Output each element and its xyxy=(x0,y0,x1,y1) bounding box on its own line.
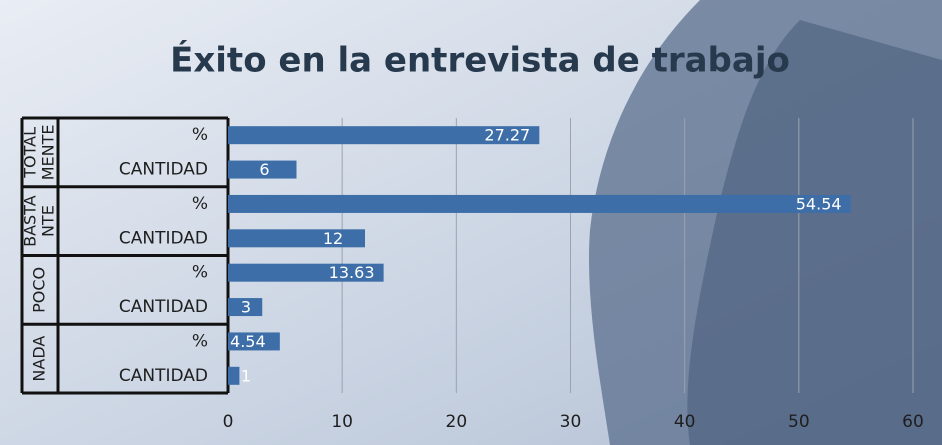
value-label: 3 xyxy=(241,298,251,317)
value-label: 54.54 xyxy=(796,194,842,213)
silhouette-shade xyxy=(687,20,942,445)
bar xyxy=(228,332,280,351)
bar xyxy=(228,298,263,317)
y-tick-label: CANTIDAD xyxy=(119,297,208,317)
group-label: POCO xyxy=(30,267,49,313)
x-tick-label: 50 xyxy=(788,412,810,432)
group-label: BASTA xyxy=(21,195,40,247)
x-tick-label: 60 xyxy=(902,412,924,432)
x-tick-label: 40 xyxy=(674,412,696,432)
x-tick-label: 10 xyxy=(331,412,353,432)
group-label: NADA xyxy=(30,336,49,382)
x-tick-label: 20 xyxy=(446,412,468,432)
y-tick-label: CANTIDAD xyxy=(119,366,208,386)
value-label: 27.27 xyxy=(484,126,530,145)
bar xyxy=(228,263,384,282)
value-label: 4.54 xyxy=(230,332,266,351)
y-tick-label: % xyxy=(192,263,208,283)
value-label: 13.63 xyxy=(329,263,375,282)
bar xyxy=(228,229,365,248)
bar xyxy=(228,194,851,213)
y-tick-label: CANTIDAD xyxy=(119,160,208,180)
group-label: MENTE xyxy=(39,124,58,180)
y-tick-label: CANTIDAD xyxy=(119,228,208,248)
value-label: 12 xyxy=(323,229,343,248)
y-tick-label: % xyxy=(192,125,208,145)
y-tick-label: % xyxy=(192,194,208,214)
value-label: 1 xyxy=(241,366,251,385)
bar xyxy=(228,160,297,179)
group-label: TOTAL xyxy=(21,127,40,179)
bar xyxy=(228,126,540,145)
x-tick-label: 30 xyxy=(560,412,582,432)
group-label: NTE xyxy=(39,205,58,237)
x-tick-label: 0 xyxy=(223,412,234,432)
value-label: 6 xyxy=(259,160,269,179)
bar xyxy=(228,366,240,385)
chart-title: Éxito en la entrevista de trabajo xyxy=(170,40,790,81)
y-tick-label: % xyxy=(192,331,208,351)
